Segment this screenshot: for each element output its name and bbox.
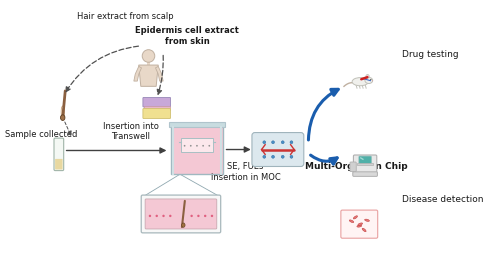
FancyBboxPatch shape [353, 172, 378, 176]
Text: Disease detection: Disease detection [402, 195, 483, 204]
FancyBboxPatch shape [55, 159, 62, 169]
Circle shape [208, 145, 210, 147]
Ellipse shape [372, 80, 373, 81]
Bar [180, 138, 213, 152]
Circle shape [202, 145, 204, 147]
Ellipse shape [182, 223, 185, 227]
Circle shape [370, 79, 372, 80]
Circle shape [282, 141, 284, 144]
Ellipse shape [362, 228, 366, 232]
Circle shape [263, 141, 266, 144]
Ellipse shape [366, 75, 368, 78]
FancyBboxPatch shape [141, 195, 220, 233]
FancyBboxPatch shape [350, 162, 356, 172]
Ellipse shape [365, 77, 372, 83]
Circle shape [204, 215, 206, 217]
Bar [171, 125, 223, 174]
Ellipse shape [354, 216, 358, 219]
FancyBboxPatch shape [143, 97, 171, 107]
Circle shape [156, 215, 158, 217]
Circle shape [190, 145, 192, 147]
Circle shape [148, 215, 151, 217]
Ellipse shape [352, 78, 368, 86]
Ellipse shape [357, 225, 362, 227]
Bar [358, 163, 372, 165]
Circle shape [290, 141, 293, 144]
Circle shape [169, 215, 172, 217]
FancyBboxPatch shape [359, 156, 372, 164]
FancyBboxPatch shape [54, 138, 64, 171]
Bar [169, 122, 225, 127]
Text: Multi-Organ on Chip: Multi-Organ on Chip [305, 162, 408, 171]
Polygon shape [138, 65, 158, 86]
Polygon shape [134, 66, 141, 81]
Circle shape [290, 155, 293, 158]
Circle shape [282, 155, 284, 158]
Ellipse shape [350, 220, 354, 222]
Circle shape [211, 215, 213, 217]
Text: Sample collected: Sample collected [4, 129, 77, 139]
Bar [147, 57, 150, 65]
Text: Hair extract from scalp: Hair extract from scalp [78, 12, 174, 21]
FancyBboxPatch shape [145, 199, 217, 229]
Circle shape [162, 215, 164, 217]
Circle shape [142, 50, 155, 62]
Ellipse shape [364, 219, 370, 221]
Circle shape [272, 155, 274, 158]
Text: Epidermis cell extract
from skin: Epidermis cell extract from skin [136, 26, 239, 46]
FancyBboxPatch shape [341, 210, 378, 238]
FancyBboxPatch shape [143, 108, 171, 119]
Circle shape [272, 141, 274, 144]
Ellipse shape [366, 75, 369, 78]
Text: SE, FUEs
insertion in MOC: SE, FUEs insertion in MOC [210, 162, 280, 182]
FancyBboxPatch shape [252, 133, 304, 167]
Circle shape [184, 145, 186, 147]
Text: Drug testing: Drug testing [402, 49, 458, 59]
Polygon shape [156, 66, 163, 81]
Circle shape [263, 155, 266, 158]
FancyBboxPatch shape [354, 155, 377, 175]
Ellipse shape [358, 223, 362, 225]
Circle shape [197, 215, 200, 217]
Text: Insertion into
Transwell: Insertion into Transwell [102, 122, 158, 141]
Circle shape [196, 145, 198, 147]
Circle shape [190, 215, 193, 217]
Bar [144, 106, 170, 110]
Ellipse shape [60, 115, 65, 121]
